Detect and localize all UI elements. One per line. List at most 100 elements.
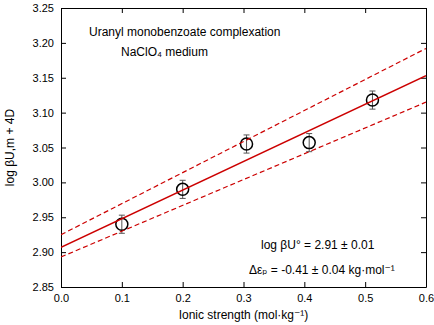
tick-mark bbox=[61, 78, 66, 79]
tick: 2.85 bbox=[33, 281, 66, 293]
tick-label: 0.1 bbox=[115, 292, 130, 304]
confidence-line bbox=[61, 48, 426, 234]
tick-label: 3.25 bbox=[33, 2, 54, 14]
tick-mark bbox=[61, 43, 66, 44]
tick-label: 0.3 bbox=[236, 292, 251, 304]
error-bar-cap bbox=[244, 134, 250, 135]
tick-mark bbox=[183, 282, 184, 287]
tick bbox=[244, 8, 245, 13]
error-bar-cap bbox=[369, 91, 375, 92]
tick-label: 2.95 bbox=[33, 211, 54, 223]
error-bar-cap bbox=[119, 233, 125, 234]
tick-label: 0.5 bbox=[358, 292, 373, 304]
error-bar-cap bbox=[180, 180, 186, 181]
tick bbox=[421, 217, 426, 218]
tick-mark bbox=[421, 43, 426, 44]
tick-mark bbox=[421, 8, 426, 9]
tick-mark bbox=[421, 182, 426, 183]
tick-label: 3.05 bbox=[33, 142, 54, 154]
tick: 0.2 bbox=[176, 282, 191, 304]
tick bbox=[183, 8, 184, 13]
error-bar-cap bbox=[119, 215, 125, 216]
tick bbox=[421, 182, 426, 183]
tick-label: 3.15 bbox=[33, 72, 54, 84]
tick: 3.25 bbox=[33, 2, 66, 14]
tick: 3.05 bbox=[33, 142, 66, 154]
tick bbox=[421, 113, 426, 114]
tick-label: 2.85 bbox=[33, 281, 54, 293]
marks bbox=[61, 48, 426, 257]
tick-mark bbox=[61, 217, 66, 218]
tick-mark bbox=[183, 8, 184, 13]
x-axis-title: Ionic strength (mol·kg⁻¹) bbox=[179, 308, 309, 322]
tick-mark bbox=[61, 8, 66, 9]
tick-mark bbox=[61, 287, 66, 288]
error-bar-cap bbox=[369, 109, 375, 110]
tick-mark bbox=[61, 252, 66, 253]
tick-mark bbox=[61, 113, 66, 114]
tick-mark bbox=[122, 282, 123, 287]
tick bbox=[421, 287, 426, 288]
tick-mark bbox=[61, 182, 66, 183]
x-axis: 0.0 0.1 0.2 0.3 0.4 0.5 0.6 bbox=[54, 282, 434, 304]
tick-mark bbox=[244, 282, 245, 287]
tick: 3.15 bbox=[33, 72, 66, 84]
tick-label: 0.4 bbox=[297, 292, 312, 304]
y-axis-right bbox=[421, 9, 427, 288]
tick-mark bbox=[421, 252, 426, 253]
tick-mark bbox=[61, 148, 66, 149]
fit-line bbox=[61, 76, 426, 248]
tick bbox=[365, 8, 366, 13]
points bbox=[116, 91, 379, 233]
y-axis-title: log βU,m + 4D bbox=[3, 109, 17, 187]
tick-label: 0.0 bbox=[54, 292, 69, 304]
tick: 0.4 bbox=[297, 282, 312, 304]
tick-mark bbox=[122, 8, 123, 13]
tick bbox=[304, 8, 305, 13]
annotation: NaClO₄ medium bbox=[121, 45, 208, 59]
error-bar-cap bbox=[180, 198, 186, 199]
tick bbox=[421, 148, 426, 149]
tick-label: 2.90 bbox=[33, 246, 54, 258]
axis-line bbox=[426, 9, 427, 288]
x-axis-top bbox=[62, 8, 427, 13]
tick-mark bbox=[304, 8, 305, 13]
tick: 3.20 bbox=[33, 37, 66, 49]
tick: 0.5 bbox=[358, 282, 373, 304]
tick-label: 3.10 bbox=[33, 107, 54, 119]
error-bar-cap bbox=[244, 153, 250, 154]
tick-label: 0.6 bbox=[419, 292, 434, 304]
texts: Ionic strength (mol·kg⁻¹) log βU,m + 4D Ur… bbox=[3, 25, 395, 322]
tick bbox=[421, 43, 426, 44]
tick: 3.00 bbox=[33, 176, 66, 188]
y-axis: 2.85 2.90 2.95 3.00 3.05 3.10 3.15 3.20 3.25 bbox=[33, 2, 66, 293]
annotation: Δεₚ = -0.41 ± 0.04 kg·mol⁻¹ bbox=[249, 263, 395, 277]
tick-label: 3.20 bbox=[33, 37, 54, 49]
tick-mark bbox=[304, 282, 305, 287]
tick: 2.95 bbox=[33, 211, 66, 223]
tick-label: 3.00 bbox=[33, 176, 54, 188]
tick-mark bbox=[244, 8, 245, 13]
annotation: Uranyl monobenzoate complexation bbox=[89, 25, 280, 39]
tick-mark bbox=[421, 217, 426, 218]
chart: 0.0 0.1 0.2 0.3 0.4 0.5 0.6 2.85 2.90 2.95 3.00 3.0… bbox=[0, 0, 434, 325]
tick-mark bbox=[365, 8, 366, 13]
tick bbox=[421, 8, 426, 9]
data-point bbox=[303, 137, 315, 149]
tick-mark bbox=[365, 282, 366, 287]
tick-mark bbox=[421, 148, 426, 149]
tick-mark bbox=[421, 113, 426, 114]
annotation: log βU° = 2.91 ± 0.01 bbox=[261, 238, 375, 252]
confidence-line bbox=[61, 102, 426, 257]
tick: 2.90 bbox=[33, 246, 66, 258]
tick-label: 0.2 bbox=[176, 292, 191, 304]
axis-line bbox=[62, 287, 427, 288]
tick: 3.10 bbox=[33, 107, 66, 119]
tick: 0.1 bbox=[115, 282, 130, 304]
tick bbox=[421, 252, 426, 253]
tick: 0.3 bbox=[236, 282, 251, 304]
tick bbox=[122, 8, 123, 13]
plot: 0.0 0.1 0.2 0.3 0.4 0.5 0.6 2.85 2.90 2.95 3.00 3.0… bbox=[33, 2, 434, 304]
tick-mark bbox=[421, 287, 426, 288]
error-bar-cap bbox=[306, 133, 312, 134]
